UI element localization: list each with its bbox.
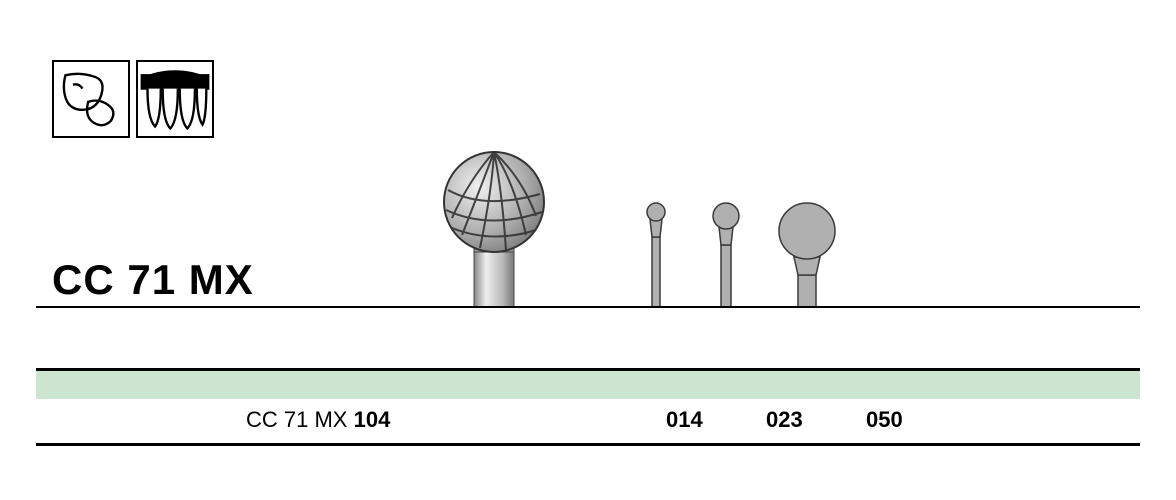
- color-band: [36, 371, 1140, 399]
- size-value: 050: [866, 407, 926, 433]
- product-title: CC 71 MX: [52, 256, 254, 304]
- teeth-icon: [136, 60, 214, 138]
- size-value: 023: [766, 407, 826, 433]
- product-code-cell: CC 71 MX 104: [36, 407, 596, 433]
- catalog-card: CC 71 MX: [0, 0, 1176, 500]
- rule-bottom: [36, 443, 1140, 446]
- product-code-prefix: CC 71 MX: [246, 407, 354, 432]
- main-bur-illustration: [434, 140, 554, 308]
- size-silhouette: [706, 140, 746, 308]
- baseline-rule: [36, 306, 1140, 308]
- size-silhouette: [776, 140, 838, 308]
- sizes-cell: 014 023 050: [596, 407, 926, 433]
- size-silhouettes: [636, 140, 838, 308]
- spec-table: CC 71 MX 104 014 023 050: [36, 368, 1140, 446]
- product-code-number: 104: [354, 407, 391, 432]
- size-silhouette: [636, 140, 676, 308]
- surgical-icon: [52, 60, 130, 138]
- size-value: 014: [666, 407, 726, 433]
- spec-row: CC 71 MX 104 014 023 050: [36, 399, 1140, 443]
- application-icons: [52, 60, 214, 138]
